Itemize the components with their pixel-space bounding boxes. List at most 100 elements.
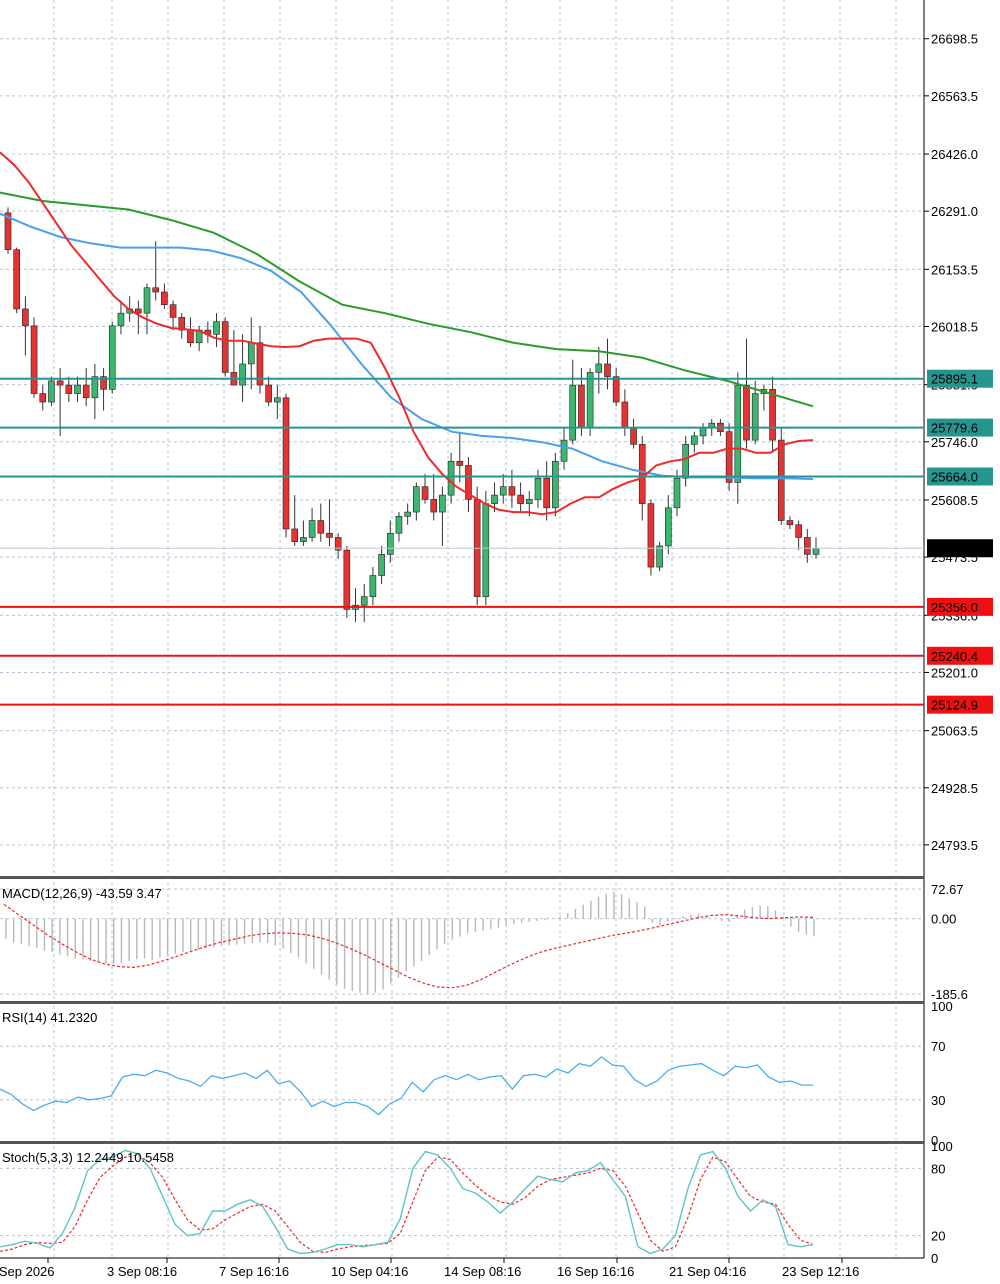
- candle-body: [247, 342, 255, 365]
- rsi-title: RSI(14) 41.2320: [2, 1010, 97, 1025]
- candle-body: [691, 435, 698, 445]
- candle-body: [421, 486, 429, 500]
- pane-separator: [0, 1001, 924, 1004]
- candle-body: [169, 304, 177, 318]
- pane-separator: [0, 1141, 924, 1144]
- candle-body: [300, 537, 307, 542]
- candle-body: [447, 460, 455, 496]
- stoch-d-line: [0, 1154, 814, 1254]
- stoch-pane: 100 80 20 0 Stoch(5,3,3) 12.2449 10.5458: [0, 1139, 953, 1266]
- candle-body: [534, 477, 542, 500]
- y-tick-label: 25746.0: [931, 435, 978, 450]
- candle-body: [4, 212, 12, 250]
- x-tick-label: 23 Sep 12:16: [782, 1264, 859, 1279]
- x-axis: 1 Sep 2026 3 Sep 08:16 7 Sep 16:16 10 Sep 0…: [0, 1258, 859, 1279]
- macd-signal-line: [3, 903, 814, 989]
- pane-separator: [0, 876, 924, 879]
- resistance-level-label: 25779.6: [931, 421, 978, 436]
- candle-body: [482, 503, 490, 597]
- candle-body: [508, 486, 516, 496]
- candle-body: [673, 477, 681, 509]
- candle-body: [743, 384, 750, 441]
- candle-body: [578, 384, 585, 428]
- candle-body: [612, 376, 620, 403]
- x-tick-label: 21 Sep 04:16: [669, 1264, 746, 1279]
- x-tick-label: 10 Sep 04:16: [331, 1264, 408, 1279]
- candle-body: [74, 384, 81, 394]
- y-tick-label: 26426.0: [931, 147, 978, 162]
- candle-body: [91, 376, 99, 399]
- candle-body: [491, 494, 498, 504]
- candle-body: [525, 499, 533, 504]
- candle-body: [282, 397, 290, 530]
- x-tick-label: 14 Sep 08:16: [444, 1264, 521, 1279]
- candle-body: [360, 596, 368, 606]
- rsi-tick-label: 0: [931, 1133, 938, 1148]
- candle-body: [638, 444, 646, 504]
- candle-body: [326, 532, 333, 538]
- candle-body: [430, 499, 438, 513]
- candle-body: [265, 384, 272, 403]
- stoch-k-line: [0, 1149, 814, 1255]
- x-tick-label: 3 Sep 08:16: [107, 1264, 177, 1279]
- macd-pane: 72.67 0.00 -185.6 MACD(12,26,9) -43.59 3.47: [0, 882, 968, 1002]
- candle-body: [804, 537, 811, 555]
- resistance-level-label: 25895.1: [931, 372, 978, 387]
- candle-body: [665, 507, 672, 547]
- candle-body: [117, 312, 125, 327]
- candle-body: [734, 384, 742, 483]
- candle-body: [317, 520, 325, 534]
- candle-body: [143, 287, 151, 314]
- support-level-tag: [927, 597, 993, 616]
- rsi-tick-label: 100: [931, 999, 953, 1014]
- candle-body: [108, 325, 116, 390]
- current-price-tag: [927, 539, 993, 558]
- candle-body: [343, 549, 351, 610]
- candle-body: [213, 321, 220, 335]
- candle-body: [621, 401, 629, 428]
- macd-tick-label: 0.00: [931, 912, 956, 927]
- candle-body: [369, 575, 377, 597]
- resistance-level-tag: [927, 418, 993, 437]
- candle-body: [560, 439, 568, 462]
- macd-tick-label: 72.67: [931, 882, 964, 897]
- support-level-tag: [927, 646, 993, 665]
- candle-body: [682, 444, 689, 479]
- candle-body: [22, 308, 29, 327]
- candle-body: [647, 503, 655, 568]
- candle-body: [630, 427, 637, 445]
- candle-body: [769, 389, 776, 441]
- candle-body: [586, 372, 594, 428]
- candle-body: [543, 477, 550, 509]
- candle-body: [725, 431, 733, 483]
- y-tick-label: 26153.5: [931, 262, 978, 277]
- candle-body: [404, 511, 411, 517]
- y-tick-label: 26563.5: [931, 89, 978, 104]
- candle-body: [595, 363, 603, 373]
- resistance-level-label: 25664.0: [931, 470, 978, 485]
- ma-fast-line: [0, 151, 814, 516]
- candle-body: [187, 329, 194, 344]
- candle-body: [274, 397, 281, 403]
- candle-body: [135, 308, 142, 314]
- stoch-tick-label: 0: [931, 1251, 938, 1266]
- current-price-label: 25494.5: [931, 541, 978, 556]
- candle-body: [812, 548, 820, 555]
- macd-tick-label: -185.6: [931, 987, 968, 1002]
- rsi-tick-label: 30: [931, 1093, 945, 1108]
- candle-body: [395, 515, 403, 534]
- candle-body: [569, 384, 577, 441]
- support-level-label: 25240.4: [931, 649, 978, 664]
- rsi-line: [0, 1056, 813, 1116]
- candles: [4, 207, 820, 623]
- candle-body: [56, 380, 64, 386]
- stoch-title: Stoch(5,3,3) 12.2449 10.5458: [2, 1150, 174, 1165]
- support-level-label: 25356.0: [931, 600, 978, 615]
- y-tick-label: 24928.5: [931, 781, 978, 796]
- candle-body: [465, 465, 472, 500]
- support-level-tag: [927, 695, 993, 714]
- candle-body: [786, 520, 794, 526]
- y-tick-label: 26291.0: [931, 204, 978, 219]
